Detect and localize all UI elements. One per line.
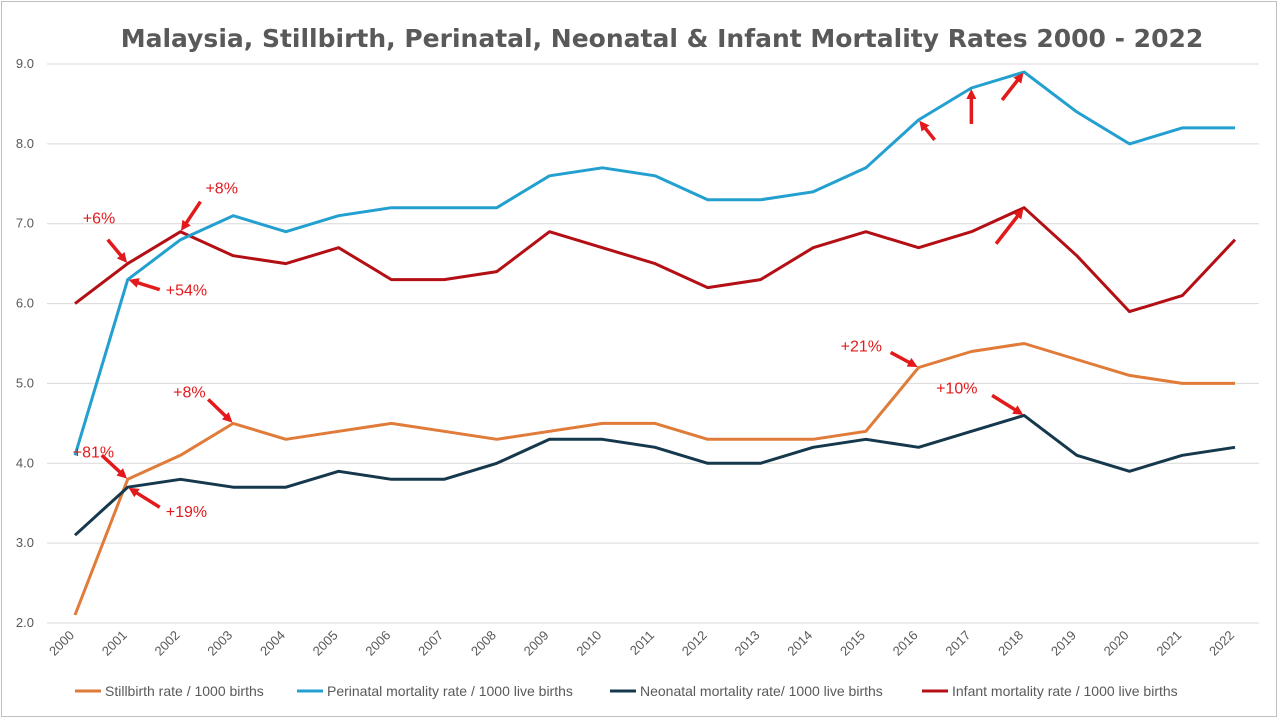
x-tick-label: 2011 [627,628,657,658]
y-tick-label: 6.0 [16,296,34,311]
series-line-0 [73,342,1235,616]
x-tick-label: 2005 [310,628,341,659]
x-tick-label: 2013 [732,628,763,659]
x-tick-label: 2010 [573,628,604,659]
annotation-label: +8% [205,181,237,198]
x-tick-label: 2022 [1206,628,1237,659]
legend-label: Infant mortality rate / 1000 live births [952,683,1178,699]
annotation-label: +54% [166,283,207,300]
annotation-arrow [919,120,937,141]
x-tick-label: 2017 [942,628,973,659]
annotation-arrow [206,398,233,423]
legend: Stillbirth rate / 1000 births Perinatal m… [75,683,1178,699]
x-tick-label: 2012 [679,628,710,659]
annotation-arrow [100,453,127,479]
x-tick-label: 2021 [1153,628,1184,659]
y-tick-label: 2.0 [16,615,34,630]
legend-label: Neonatal mortality rate/ 1000 live birth… [640,683,883,699]
annotation-arrow [106,238,128,263]
x-tick-label: 2015 [837,628,868,659]
annotation-label: +8% [173,384,205,401]
y-tick-label: 3.0 [16,535,34,550]
annotation-arrow [128,487,161,509]
y-tick-label: 9.0 [16,56,34,71]
x-tick-label: 2018 [995,628,1026,659]
annotation-label: +81% [73,444,114,461]
annotation-label: +6% [83,211,115,228]
x-tick-label: 2016 [890,628,921,659]
annotation-label: +21% [841,338,882,355]
annotation-arrow [994,208,1024,245]
x-tick-label: 2008 [468,628,499,659]
series-line-1 [73,70,1235,456]
annotation-arrow [889,350,918,367]
x-tick-label: 2019 [1048,628,1079,659]
x-tick-label: 2020 [1101,628,1132,659]
annotation-label: +19% [166,504,207,521]
gridlines [47,63,1259,624]
x-tick-label: 2004 [257,628,288,659]
annotation-arrow [181,200,202,231]
series-line-3 [74,206,1237,314]
x-tick-label: 2014 [784,628,815,659]
y-tick-label: 8.0 [16,136,34,151]
legend-label: Perinatal mortality rate / 1000 live bir… [327,683,573,699]
chart-title: Malaysia, Stillbirth, Perinatal, Neonata… [121,24,1204,53]
annotation-arrow [991,393,1024,415]
x-tick-label: 2000 [46,628,77,659]
x-tick-label: 2002 [152,628,183,659]
x-tick-label: 2009 [521,628,552,659]
legend-label: Stillbirth rate / 1000 births [105,683,264,699]
series-lines [73,70,1237,616]
x-tick-label: 2007 [415,628,446,659]
series-line-2 [73,413,1236,537]
y-tick-label: 5.0 [16,375,34,390]
x-axis-ticks: 2000 2001 2002 2003 2004 2005 2006 2007 2008 2009… [46,628,1237,659]
annotation-label: +10% [936,380,977,397]
y-tick-label: 4.0 [16,455,34,470]
x-tick-label: 2003 [204,628,235,659]
annotation-arrow [128,278,161,292]
annotations: +6% +8% +54% +8% +81% +19% +21% +10% [73,72,1024,521]
annotation-arrow [1000,72,1024,102]
x-tick-label: 2006 [362,628,393,659]
y-tick-label: 7.0 [16,216,34,231]
y-axis-ticks: 2.0 3.0 4.0 5.0 6.0 7.0 8.0 9.0 [16,56,34,630]
x-tick-label: 2001 [99,628,130,659]
